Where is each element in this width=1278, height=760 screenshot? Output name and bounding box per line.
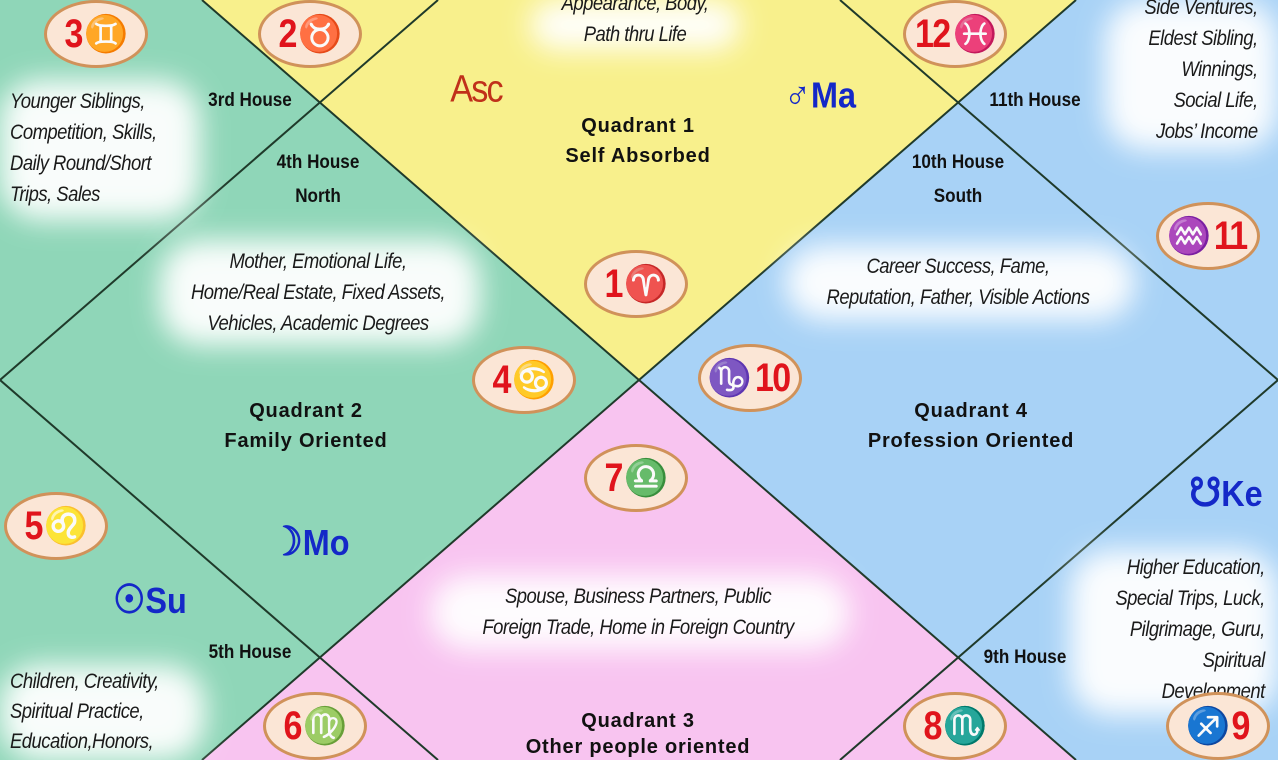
sun-planet: ☉Su xyxy=(113,578,187,622)
house10-description: Career Success, Fame, Reputation, Father,… xyxy=(826,255,1090,309)
virgo-icon: ♍ xyxy=(302,705,348,746)
ketu-planet: ☋Ke xyxy=(1189,471,1263,515)
quadrant3-title: Quadrant 3 Other people oriented xyxy=(525,710,751,758)
house10-sign-badge: ♑ 10 xyxy=(698,344,802,412)
house12-sign-badge: 12 ♓ xyxy=(903,0,1007,68)
quadrant1-region xyxy=(202,0,1076,380)
glow xyxy=(0,80,200,220)
glow xyxy=(1070,550,1278,715)
inner-diamond-edge xyxy=(839,379,1278,760)
sun-icon: ☉ xyxy=(113,578,146,622)
diagonal-line xyxy=(201,0,1077,760)
glow xyxy=(1105,0,1278,150)
house7-description: Spouse, Business Partners, Public Foreign… xyxy=(482,585,794,639)
house3-label: 3rd House xyxy=(208,90,292,111)
moon-planet: ☽Mo xyxy=(270,520,350,564)
moon-icon: ☽ xyxy=(270,520,303,564)
inner-diamond-edge xyxy=(839,0,1278,381)
house10-label: 10th House xyxy=(911,152,1005,173)
house9-description: Higher Education, Special Trips, Luck, Pil… xyxy=(1115,556,1266,703)
quadrant3-region xyxy=(202,380,1076,760)
aquarius-icon: ♒ xyxy=(1166,215,1212,256)
mars-planet: ♂Ma xyxy=(783,72,857,117)
house10-direction: South xyxy=(933,186,983,207)
house5-label: 5th House xyxy=(208,642,292,663)
house8-sign-badge: 8 ♏ xyxy=(903,692,1007,760)
house4-direction: North xyxy=(295,186,341,207)
aries-icon: ♈ xyxy=(623,263,669,304)
house1-description: Appearance, Body, Path thru Life xyxy=(561,0,709,46)
house4-sign-badge: 4 ♋ xyxy=(472,346,576,414)
quadrant4-title: Quadrant 4 Profession Oriented xyxy=(867,400,1075,452)
house11-description: Side Ventures, Eldest Sibling, Winnings, So… xyxy=(1144,0,1259,143)
sagittarius-icon: ♐ xyxy=(1185,705,1231,746)
pisces-icon: ♓ xyxy=(952,13,998,54)
glow xyxy=(430,575,850,650)
house4-description: Mother, Emotional Life, Home/Real Estate,… xyxy=(190,250,446,335)
quadrant2-title: Quadrant 2 Family Oriented xyxy=(224,400,388,452)
quadrant1-title: Quadrant 1 Self Absorbed xyxy=(565,115,711,167)
house11-label: 11th House xyxy=(989,90,1081,111)
house9-sign-badge: ♐ 9 xyxy=(1166,692,1270,760)
house9-label: 9th House xyxy=(983,647,1067,668)
house3-description: Younger Siblings, Competition, Skills, Dai… xyxy=(10,90,157,206)
inner-diamond-edge xyxy=(0,379,439,760)
glow xyxy=(0,665,205,760)
house4-label: 4th House xyxy=(276,152,360,173)
inner-diamond-edge xyxy=(0,0,439,381)
house2-sign-badge: 2 ♉ xyxy=(258,0,362,68)
leo-icon: ♌ xyxy=(43,505,89,546)
scorpio-icon: ♏ xyxy=(942,705,988,746)
house11-sign-badge: ♒ 11 xyxy=(1156,202,1260,270)
ketu-icon: ☋ xyxy=(1189,471,1222,515)
house6-sign-badge: 6 ♍ xyxy=(263,692,367,760)
glow xyxy=(530,0,740,50)
libra-icon: ♎ xyxy=(623,457,669,498)
house3-sign-badge: 3 ♊ xyxy=(44,0,148,68)
capricorn-icon: ♑ xyxy=(707,357,753,398)
house7-sign-badge: 7 ♎ xyxy=(584,444,688,512)
glow xyxy=(160,240,480,345)
house1-sign-badge: 1 ♈ xyxy=(584,250,688,318)
house5-sign-badge: 5 ♌ xyxy=(4,492,108,560)
cancer-icon: ♋ xyxy=(511,359,557,400)
ascendant-label: Asc xyxy=(450,68,503,111)
mars-icon: ♂ xyxy=(783,72,811,117)
house5-description: Children, Creativity, Spiritual Practice,… xyxy=(10,670,159,753)
gemini-icon: ♊ xyxy=(83,13,129,54)
taurus-icon: ♉ xyxy=(297,13,343,54)
glow xyxy=(785,245,1135,320)
